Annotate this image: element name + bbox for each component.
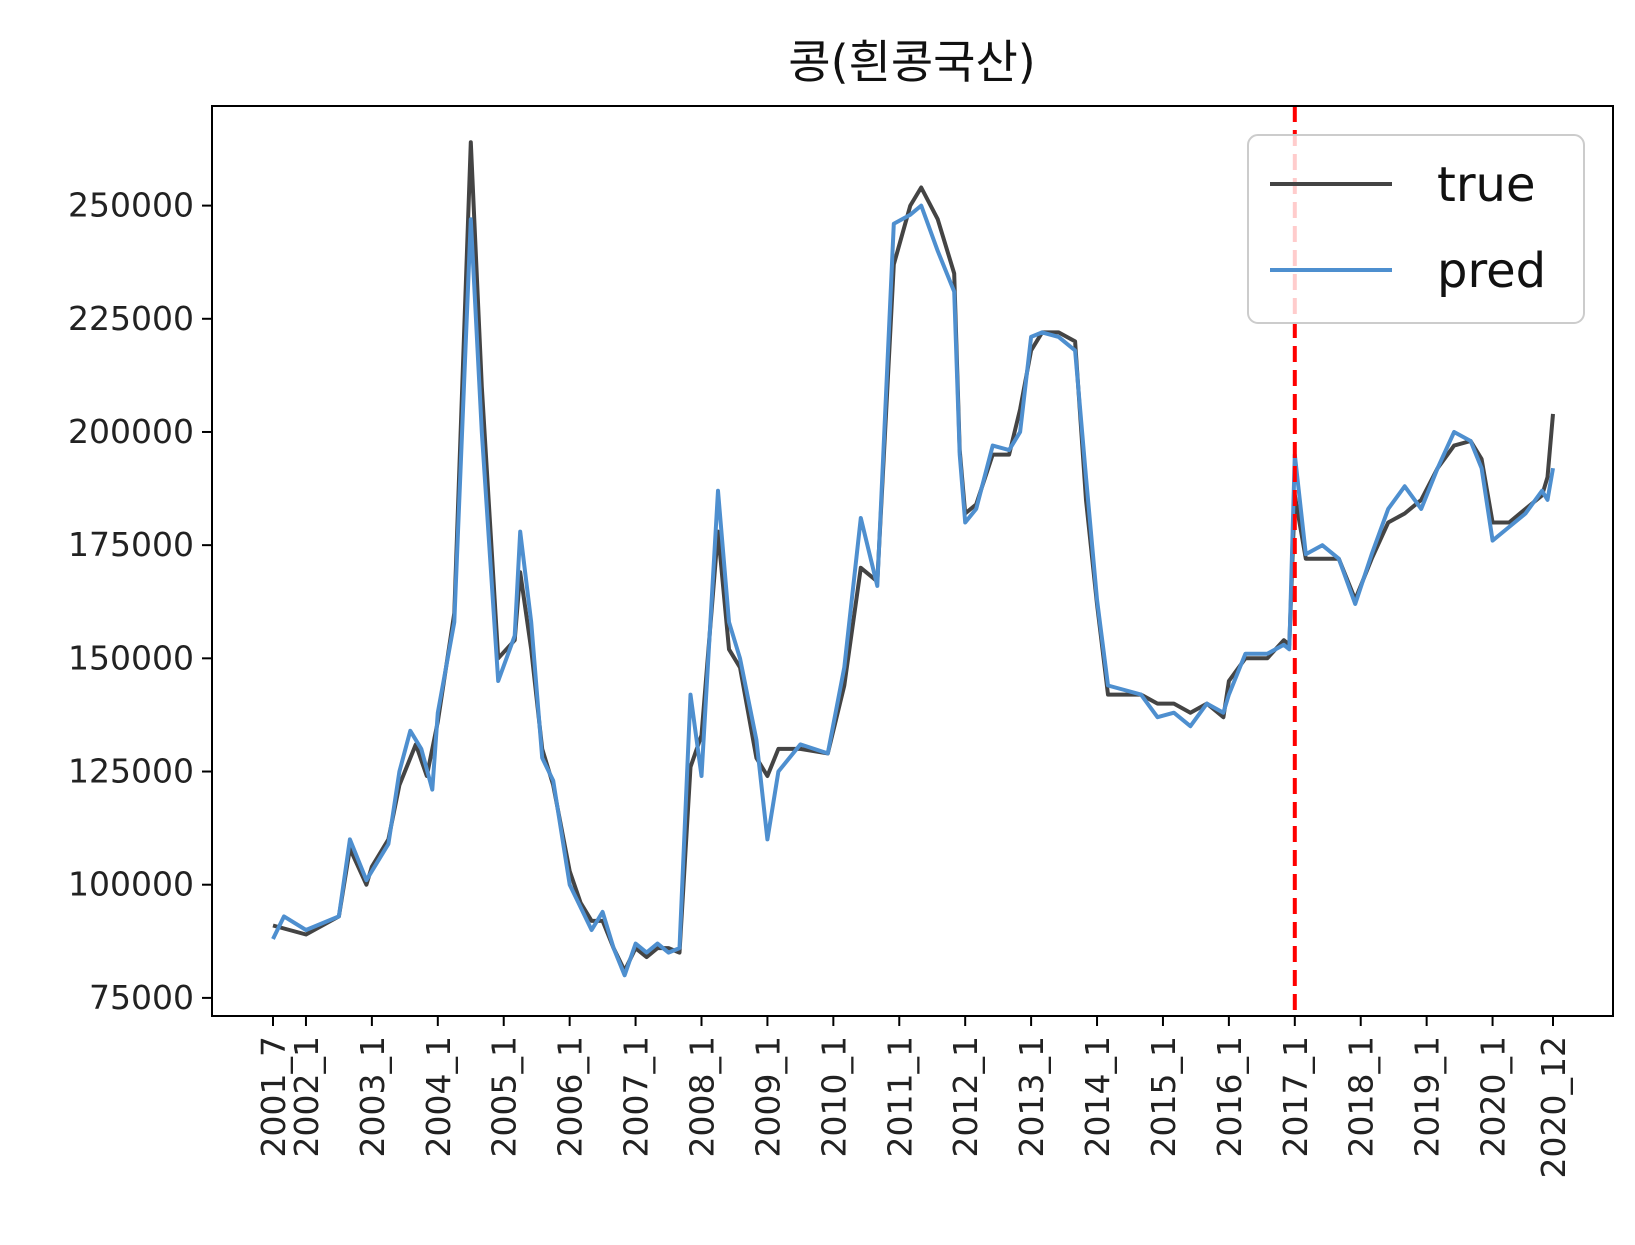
x-tick-label: 2007_1: [617, 1036, 656, 1157]
x-tick-label: 2008_1: [682, 1036, 721, 1157]
x-tick-label: 2014_1: [1078, 1036, 1117, 1157]
y-tick-label: 125000: [68, 752, 194, 791]
x-tick-label: 2010_1: [814, 1036, 853, 1157]
x-tick-label: 2001_7: [254, 1036, 293, 1157]
x-tick-label: 2013_1: [1012, 1036, 1051, 1157]
x-tick-label: 2005_1: [485, 1036, 524, 1157]
y-tick-label: 200000: [68, 412, 194, 451]
x-tick-label: 2020_12: [1534, 1036, 1573, 1178]
x-tick-label: 2020_1: [1474, 1036, 1513, 1157]
y-tick-label: 75000: [89, 978, 194, 1017]
x-tick-label: 2017_1: [1276, 1036, 1315, 1157]
x-tick-label: 2006_1: [551, 1036, 590, 1157]
y-tick-label: 100000: [68, 865, 194, 904]
x-tick-label: 2003_1: [353, 1036, 392, 1157]
x-tick-label: 2002_1: [287, 1036, 326, 1157]
legend-label-true: true: [1437, 157, 1536, 213]
y-tick-label: 150000: [68, 638, 194, 677]
y-axis: 75000 100000 125000 150000 175000 200000 22500…: [68, 186, 212, 1017]
plot-frame: [211, 105, 1614, 1017]
y-tick-label: 175000: [68, 525, 194, 564]
series-line-pred: [271, 203, 1555, 978]
x-tick-label: 2016_1: [1210, 1036, 1249, 1157]
y-tick-label: 250000: [68, 186, 194, 225]
x-tick-label: 2019_1: [1408, 1036, 1447, 1157]
x-tick-label: 2004_1: [419, 1036, 458, 1157]
y-tick-label: 225000: [68, 299, 194, 338]
x-tick-label: 2012_1: [946, 1036, 985, 1157]
legend-label-pred: pred: [1437, 243, 1546, 299]
x-tick-label: 2009_1: [748, 1036, 787, 1157]
series-layer: [271, 140, 1555, 978]
x-tick-label: 2015_1: [1144, 1036, 1183, 1157]
x-tick-label: 2018_1: [1342, 1036, 1381, 1157]
legend: true pred: [1247, 134, 1585, 324]
x-tick-label: 2011_1: [880, 1036, 919, 1157]
chart-title: 콩(흰콩국산): [788, 35, 1036, 89]
